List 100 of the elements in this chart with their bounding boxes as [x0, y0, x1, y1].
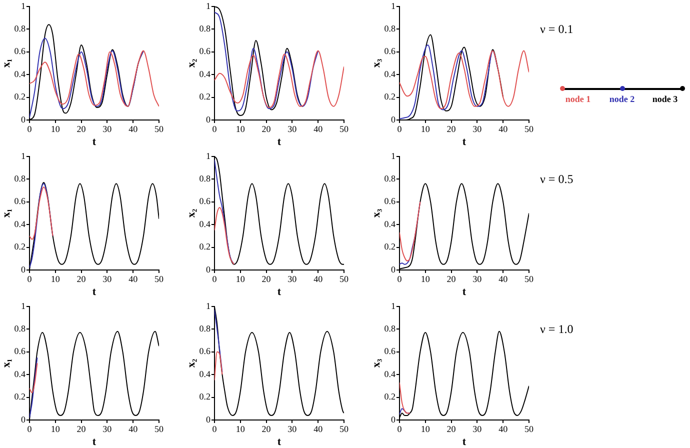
line-series: [214, 207, 234, 265]
y-axis-title: x₂: [185, 358, 198, 368]
line-series: [214, 159, 234, 265]
x-tick-label: 0: [397, 274, 402, 284]
line-series: [399, 50, 529, 110]
y-axis-title: x₃: [370, 208, 382, 218]
x-tick-label: 20: [446, 124, 456, 134]
y-tick-label: 0: [206, 114, 211, 124]
x-tick-label: 0: [27, 124, 32, 134]
y-tick-label: 1: [390, 150, 396, 161]
line-series: [29, 50, 159, 107]
x-axis-title: t: [277, 286, 282, 298]
y-tick-label: 0: [206, 264, 211, 274]
line-series: [29, 362, 38, 394]
x-tick-label: 50: [340, 424, 349, 434]
y-tick-label: 0.2: [14, 242, 26, 252]
y-tick-label: 0.2: [384, 242, 396, 252]
y-tick-label: 0.2: [199, 92, 210, 102]
legend-label: node 1: [565, 94, 591, 104]
x-tick-label: 30: [472, 124, 482, 134]
y-tick-label: 1: [390, 0, 396, 11]
x-tick-label: 0: [27, 274, 32, 284]
y-tick-label: 1: [206, 150, 210, 161]
legend-label: node 3: [652, 94, 678, 104]
y-tick-label: 0.8: [14, 323, 26, 334]
y-axis-title: x₃: [370, 358, 382, 368]
x-tick-label: 20: [76, 274, 86, 284]
y-axis-title: x₂: [185, 208, 198, 218]
x-tick-label: 10: [236, 124, 246, 134]
x-tick-label: 0: [212, 124, 218, 134]
line-series: [29, 357, 38, 418]
x-tick-label: 10: [420, 124, 430, 134]
x-tick-label: 10: [420, 274, 430, 284]
x-tick-label: 20: [446, 424, 456, 434]
x-tick-label: 40: [128, 424, 138, 434]
y-tick-label: 0.2: [199, 242, 210, 252]
y-tick-label: 0.8: [199, 173, 211, 184]
x-tick-label: 40: [128, 124, 138, 134]
y-tick-label: 0.4: [199, 218, 211, 229]
x-tick-label: 10: [236, 274, 246, 284]
y-tick-label: 0.2: [14, 392, 26, 402]
y-tick-label: 0.2: [384, 92, 396, 102]
y-tick-label: 0.6: [384, 46, 396, 56]
x-tick-label: 0: [397, 424, 402, 434]
x-tick-label: 40: [498, 124, 508, 134]
x-tick-label: 20: [262, 274, 272, 284]
line-series: [29, 38, 144, 118]
x-tick-label: 50: [154, 124, 164, 134]
y-tick-label: 0: [390, 414, 396, 424]
y-tick-label: 1: [20, 150, 26, 161]
y-tick-label: 1: [20, 0, 26, 11]
text: ν = 0.1: [540, 22, 574, 37]
y-tick-label: 0.6: [199, 196, 211, 206]
y-tick-label: 0.6: [384, 196, 396, 206]
y-tick-label: 0: [390, 264, 396, 274]
x-tick-label: 0: [27, 424, 32, 434]
x-tick-label: 30: [102, 274, 112, 284]
x-axis-title: t: [92, 136, 96, 148]
legend-label: node 2: [609, 94, 635, 104]
x-tick-label: 10: [50, 424, 60, 434]
y-tick-label: 0.8: [384, 173, 396, 184]
y-axis-title: x₁: [0, 58, 12, 68]
y-tick-label: 0.8: [384, 23, 396, 34]
x-tick-label: 10: [236, 424, 246, 434]
x-tick-label: 50: [340, 124, 349, 134]
y-tick-label: 0: [20, 264, 26, 274]
x-tick-label: 20: [76, 424, 86, 434]
y-tick-label: 0.2: [384, 392, 396, 402]
x-tick-label: 30: [472, 424, 482, 434]
x-tick-label: 50: [340, 274, 349, 284]
x-axis-title: t: [277, 436, 282, 448]
y-tick-label: 0: [206, 414, 211, 424]
x-tick-label: 20: [76, 124, 86, 134]
y-tick-label: 0.6: [199, 46, 211, 56]
x-tick-label: 40: [498, 274, 508, 284]
text: ν = 0.5: [540, 172, 574, 187]
line-series: [214, 351, 223, 381]
line-series: [214, 12, 319, 112]
y-tick-label: 0.6: [199, 346, 211, 356]
y-tick-label: 0.8: [199, 23, 211, 34]
y-tick-label: 0.6: [384, 346, 396, 356]
x-axis-title: t: [462, 436, 466, 448]
y-tick-label: 0.8: [14, 173, 26, 184]
x-tick-label: 50: [524, 424, 534, 434]
x-tick-label: 40: [314, 124, 324, 134]
x-tick-label: 10: [50, 274, 60, 284]
x-tick-label: 30: [288, 124, 298, 134]
y-tick-label: 1: [206, 0, 210, 11]
x-axis-title: t: [462, 136, 466, 148]
line-series: [214, 309, 223, 373]
x-tick-label: 50: [524, 274, 534, 284]
x-axis-title: t: [92, 436, 96, 448]
y-tick-label: 1: [206, 300, 210, 311]
x-axis-title: t: [462, 286, 466, 298]
y-tick-label: 0.4: [384, 68, 396, 79]
y-tick-label: 0.8: [199, 323, 211, 334]
y-axis-title: x₁: [0, 208, 12, 218]
y-tick-label: 0.6: [14, 46, 26, 56]
line-series: [29, 183, 54, 268]
x-tick-label: 10: [420, 424, 430, 434]
